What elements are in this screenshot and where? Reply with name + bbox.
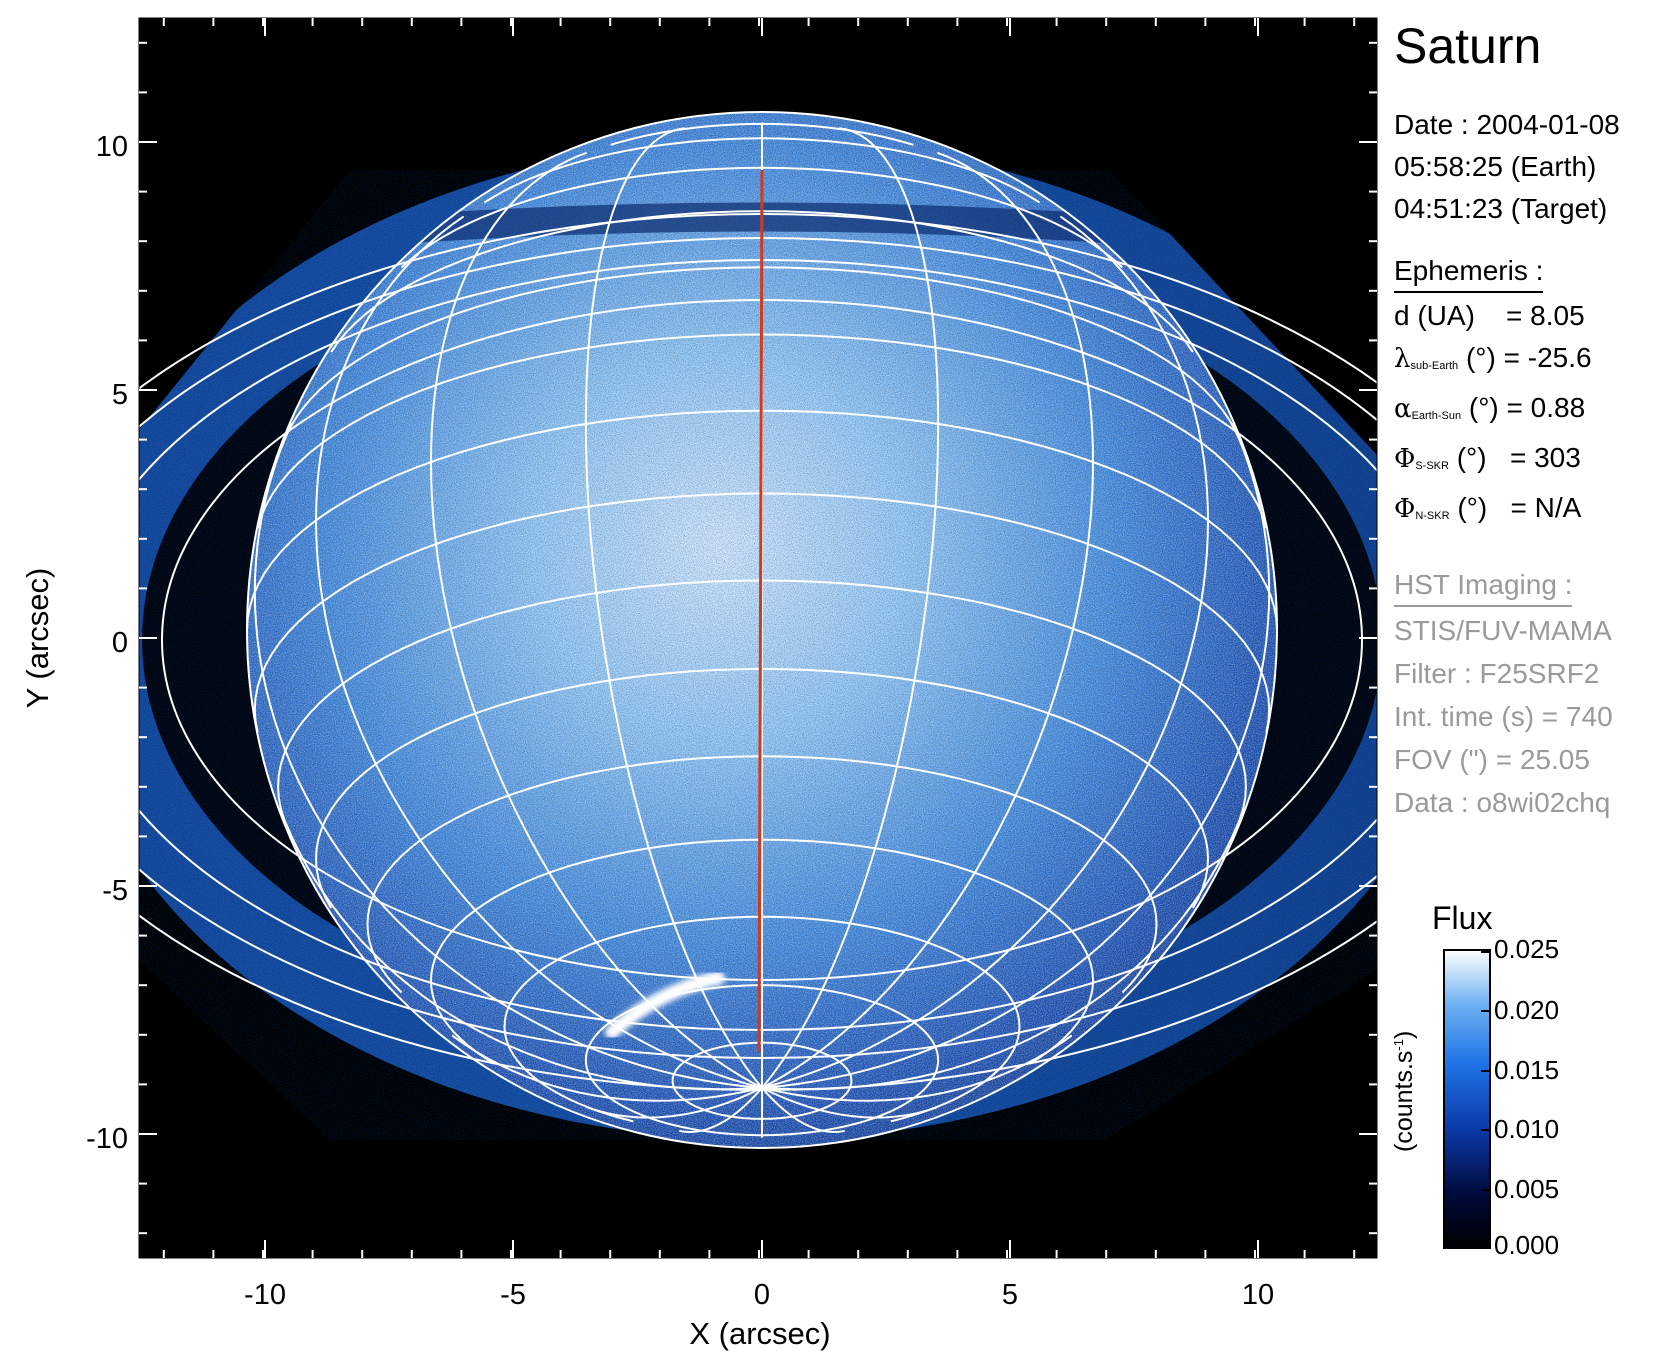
longitude-line: [679, 1087, 763, 1134]
y-tick-label: -5: [102, 875, 128, 907]
longitude-line: [761, 422, 1271, 1089]
colorbar-tick-label: 0.020: [1494, 995, 1560, 1025]
colorbar-unit-text: (counts.s: [1390, 1050, 1418, 1152]
lambda-symbol: λ: [1394, 344, 1411, 374]
colorbar-unit-superscript: -1: [1391, 1039, 1406, 1051]
instrument-line: STIS/FUV-MAMA: [1394, 615, 1612, 646]
hst-heading: HST Imaging :: [1394, 565, 1573, 607]
filter-line: Filter : F25SRF2: [1394, 658, 1600, 689]
alpha-value: = 0.88: [1506, 392, 1586, 423]
planet-limb: [246, 111, 1278, 1149]
planet-grid-overlay: [139, 111, 1377, 1149]
colorbar-ticks: [1481, 951, 1490, 1247]
phi-n-unit: (°): [1457, 492, 1488, 523]
phi-n-value: = N/A: [1510, 492, 1582, 523]
dataset-line: Data : o8wi02chq: [1394, 787, 1611, 818]
x-tick-labels: -10 -5 0 5 10: [244, 1279, 1274, 1311]
colorbar: [1443, 949, 1491, 1249]
colorbar-tick-label: 0.015: [1494, 1055, 1560, 1085]
distance-label: d (UA): [1394, 300, 1475, 331]
date-line: Date : 2004-01-08: [1394, 109, 1620, 140]
y-tick-label: 5: [112, 379, 128, 411]
ephemeris-heading: Ephemeris :: [1394, 251, 1544, 293]
x-tick-label: -5: [500, 1279, 526, 1311]
x-tick-label: 0: [754, 1279, 770, 1311]
longitude-line: [586, 1086, 763, 1119]
longitude-line: [761, 215, 1210, 1089]
central-meridian-line: [757, 169, 764, 1053]
y-tick-label: -10: [86, 1123, 128, 1155]
longitude-line: [253, 422, 763, 1089]
y-tick-labels: 10 5 0 -5 -10: [86, 131, 128, 1155]
colorbar-title: Flux: [1432, 900, 1493, 936]
hst-imaging-section: HST Imaging : STIS/FUV-MAMA Filter : F25…: [1394, 563, 1674, 824]
longitude-line: [314, 215, 763, 1089]
colorbar-unit-label: (counts.s-1): [1390, 1031, 1419, 1152]
colorbar-tick-label: 0.000: [1494, 1230, 1560, 1260]
longitude-line: [761, 151, 1095, 1089]
lambda-unit: (°): [1465, 342, 1496, 373]
alpha-symbol: α: [1394, 394, 1412, 424]
target-time-line: 04:51:23 (Target): [1394, 193, 1608, 224]
phi-s-symbol: Φ: [1394, 444, 1416, 474]
distance-row: d (UA) = 8.05: [1394, 295, 1674, 337]
axis-ticks: [139, 18, 1377, 1258]
lambda-row: λsub-Earth (°) = -25.6: [1394, 337, 1674, 387]
y-tick-label: 0: [112, 627, 128, 659]
alpha-subscript: Earth-Sun: [1411, 410, 1462, 422]
integration-time-line: Int. time (s) = 740: [1394, 701, 1613, 732]
y-axis-label: Y (arcsec): [20, 568, 55, 709]
ephemeris-section: Ephemeris : d (UA) = 8.05 λsub-Earth (°)…: [1394, 250, 1674, 537]
longitude-line: [451, 1034, 763, 1102]
colorbar-tick-label: 0.005: [1494, 1174, 1560, 1204]
lambda-subscript: sub-Earth: [1410, 360, 1459, 372]
longitude-line: [761, 1034, 1073, 1102]
longitude-line: [761, 127, 940, 1089]
x-axis-label: X (arcsec): [689, 1316, 830, 1351]
colorbar-tick-label: 0.010: [1494, 1114, 1560, 1144]
fov-line: FOV (") = 25.05: [1394, 744, 1590, 775]
x-tick-label: -10: [244, 1279, 286, 1311]
target-title: Saturn: [1394, 18, 1542, 74]
phi-s-unit: (°): [1456, 442, 1487, 473]
phi-n-subscript: N-SKR: [1415, 510, 1450, 522]
longitude-line: [584, 127, 763, 1089]
phi-s-row: ΦS-SKR (°) = 303: [1394, 437, 1674, 487]
phi-n-row: ΦN-SKR (°) = N/A: [1394, 487, 1674, 537]
longitude-line: [429, 151, 763, 1089]
phi-n-symbol: Φ: [1394, 494, 1416, 524]
earth-time-line: 05:58:25 (Earth): [1394, 151, 1597, 182]
x-tick-label: 10: [1242, 1279, 1274, 1311]
colorbar-unit-close: ): [1390, 1030, 1418, 1039]
alpha-unit: (°): [1468, 392, 1499, 423]
info-panel: Saturn Date : 2004-01-08 05:58:25 (Earth…: [1394, 18, 1674, 824]
alpha-row: αEarth-Sun (°) = 0.88: [1394, 387, 1674, 437]
distance-value: = 8.05: [1506, 300, 1585, 331]
longitude-line: [761, 1086, 938, 1119]
lambda-value: = -25.6: [1503, 342, 1592, 373]
x-tick-label: 5: [1002, 1279, 1018, 1311]
y-tick-label: 10: [96, 131, 128, 163]
colorbar-tick-label: 0.025: [1494, 934, 1560, 964]
longitude-line: [761, 1087, 845, 1134]
saturn-image: [139, 111, 1377, 1149]
phi-s-value: = 303: [1509, 442, 1581, 473]
phi-s-subscript: S-SKR: [1415, 460, 1449, 472]
